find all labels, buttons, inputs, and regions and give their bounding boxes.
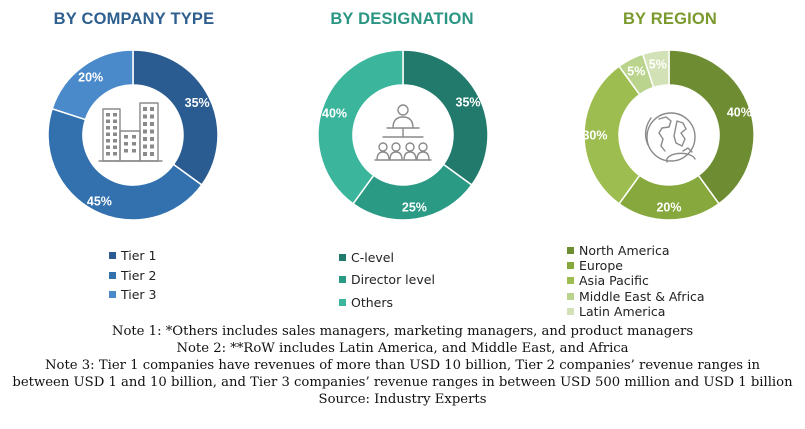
legend-label: Asia Pacific — [579, 273, 649, 289]
region-title: BY REGION — [622, 10, 718, 28]
region-label-asia-pacific: 30% — [582, 129, 607, 143]
designation-panel: BY DESIGNATION 35% 25% 40% C-level Director… — [268, 0, 536, 315]
legend-swatch — [567, 292, 574, 300]
region-panel: BY REGION 40% 20% 30% 5% 5% North America Eur… — [536, 0, 804, 319]
note-1: Note 1: *Others includes sales managers,… — [111, 324, 694, 339]
legend-item-middle-east-and-africa: Middle East & Africa — [567, 289, 705, 304]
designation-title: BY DESIGNATION — [330, 10, 474, 28]
note-3-line-1: Note 3: Tier 1 companies have revenues o… — [45, 358, 760, 373]
legend-item-europe: Europe — [567, 258, 705, 273]
meeting-icon — [374, 104, 432, 161]
note-3-line-2: between USD 1 and 10 billion, and Tier 3… — [12, 375, 793, 390]
designation-label-director-level: 25% — [402, 201, 427, 215]
buildings-icon — [98, 102, 163, 162]
legend-item-tier-3: Tier 3 — [109, 285, 156, 305]
legend-item-latin-america: Latin America — [567, 304, 705, 319]
legend-swatch — [109, 252, 116, 260]
legend-label: Middle East & Africa — [579, 288, 705, 304]
region-label-north-america: 40% — [727, 106, 752, 120]
legend-item-asia-pacific: Asia Pacific — [567, 273, 705, 288]
legend-item-north-america: North America — [567, 243, 705, 258]
legend-item-tier-1: Tier 1 — [109, 246, 156, 266]
company-label-tier-1: 35% — [185, 96, 210, 110]
designation-label-others: 40% — [322, 106, 347, 120]
legend-item-c-level: C-level — [339, 246, 435, 269]
region-donut: 40% 20% 30% 5% 5% — [582, 49, 755, 221]
region-label-latin-america: 5% — [649, 57, 667, 71]
company-label-tier-3: 20% — [78, 70, 103, 84]
legend-label: Director level — [351, 272, 435, 288]
legend-swatch — [567, 277, 574, 285]
globe-icon — [644, 112, 696, 163]
legend-swatch — [339, 298, 346, 306]
legend-label: North America — [579, 243, 670, 259]
designation-legend: C-level Director level Others — [339, 246, 435, 314]
source-note: Source: Industry Experts — [318, 392, 487, 407]
designation-slice-others — [317, 49, 404, 205]
legend-label: Europe — [579, 258, 623, 274]
region-slice-asia-pacific — [583, 65, 641, 205]
company-slice-tier-3 — [51, 49, 134, 121]
legend-label: Latin America — [579, 303, 666, 319]
legend-item-tier-2: Tier 2 — [109, 266, 156, 286]
company-label-tier-2: 45% — [87, 194, 112, 208]
notes: Note 1: *Others includes sales managers,… — [0, 323, 805, 408]
legend-swatch — [567, 307, 574, 315]
legend-label: Tier 2 — [121, 267, 157, 283]
legend-item-others: Others — [339, 291, 435, 314]
legend-label: Tier 3 — [121, 287, 157, 303]
company-type-donut: 35% 45% 20% — [47, 49, 219, 221]
legend-swatch — [339, 276, 346, 284]
region-slice-north-america — [668, 49, 755, 205]
designation-label-c-level: 35% — [456, 95, 481, 109]
legend-swatch — [109, 291, 116, 299]
region-label-middle-east-and-africa: 5% — [627, 64, 645, 78]
legend-item-director-level: Director level — [339, 269, 435, 292]
company-type-legend: Tier 1 Tier 2 Tier 3 — [109, 246, 156, 305]
legend-swatch — [567, 247, 574, 255]
legend-swatch — [567, 262, 574, 270]
legend-label: Others — [351, 294, 394, 310]
legend-swatch — [109, 271, 116, 279]
region-legend: North America Europe Asia Pacific Middle Ea… — [567, 243, 705, 319]
company-type-title: BY COMPANY TYPE — [53, 10, 215, 28]
region-slice-latin-america — [641, 49, 670, 89]
company-type-panel: BY COMPANY TYPE 35% 45% 20% Tier 1 Tier 2 Ti… — [0, 0, 268, 315]
designation-slice-c-level — [402, 49, 489, 187]
company-slice-tier-2 — [47, 107, 203, 221]
company-slice-tier-1 — [132, 49, 219, 187]
legend-swatch — [339, 253, 346, 261]
legend-label: Tier 1 — [121, 248, 157, 264]
note-2: Note 2: **RoW includes Latin America, an… — [176, 341, 629, 356]
designation-donut: 35% 25% 40% — [317, 49, 489, 221]
region-label-europe: 20% — [656, 201, 681, 215]
legend-label: C-level — [351, 249, 394, 265]
